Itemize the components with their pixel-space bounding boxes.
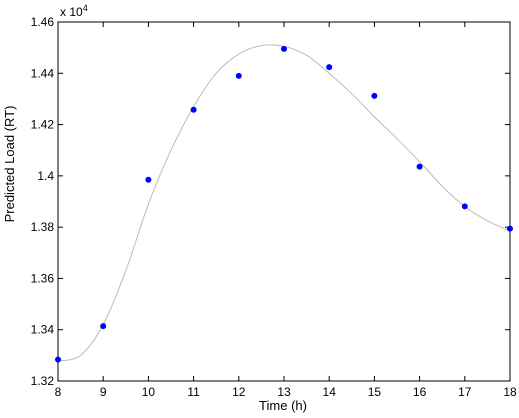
data-point (326, 64, 333, 71)
data-point (100, 323, 107, 330)
y-tick-label: 1.36 (31, 271, 55, 285)
y-axis-multiplier-exponent: 4 (83, 3, 88, 13)
x-tick-label: 9 (100, 385, 107, 399)
y-axis-multiplier: x 104 (60, 3, 88, 19)
data-points (55, 45, 513, 363)
plot-border (57, 21, 511, 382)
x-tick-label: 16 (413, 385, 427, 399)
data-point (235, 72, 242, 79)
x-tick-label: 14 (323, 385, 337, 399)
x-tick-label: 10 (142, 385, 156, 399)
x-tick-label: 8 (55, 385, 62, 399)
y-tick-label: 1.38 (31, 220, 55, 234)
y-axis-ticks: 1.32 1.34 1.36 1.38 1.4 1.42 1.44 1.46 (31, 15, 510, 388)
y-axis-multiplier-base: x 10 (60, 5, 83, 19)
x-axis-label: Time (h) (259, 398, 307, 413)
x-tick-label: 17 (458, 385, 472, 399)
data-point (281, 45, 287, 52)
data-point (190, 106, 197, 113)
data-point (55, 356, 61, 363)
x-tick-label: 12 (232, 385, 246, 399)
data-point (145, 176, 152, 183)
x-tick-label: 11 (187, 385, 200, 399)
y-tick-label: 1.42 (31, 118, 55, 132)
data-point (507, 225, 513, 232)
data-point (371, 92, 378, 99)
x-axis-ticks: 8 9 10 11 12 13 14 15 16 17 18 (55, 22, 517, 399)
plot-frame (57, 21, 511, 382)
y-axis-label: Predicted Load (RT) (2, 106, 17, 223)
y-tick-label: 1.46 (31, 15, 55, 29)
fit-curve-line (57, 44, 511, 362)
x-tick-label: 18 (503, 385, 517, 399)
y-tick-label: 1.4 (37, 169, 54, 183)
x-tick-label: 15 (368, 385, 382, 399)
y-tick-label: 1.44 (31, 66, 55, 80)
x-tick-label: 13 (277, 385, 291, 399)
data-point (461, 203, 468, 210)
y-tick-label: 1.32 (31, 374, 55, 388)
data-point (416, 163, 423, 170)
y-tick-label: 1.34 (31, 323, 55, 337)
fit-curve (57, 44, 511, 362)
